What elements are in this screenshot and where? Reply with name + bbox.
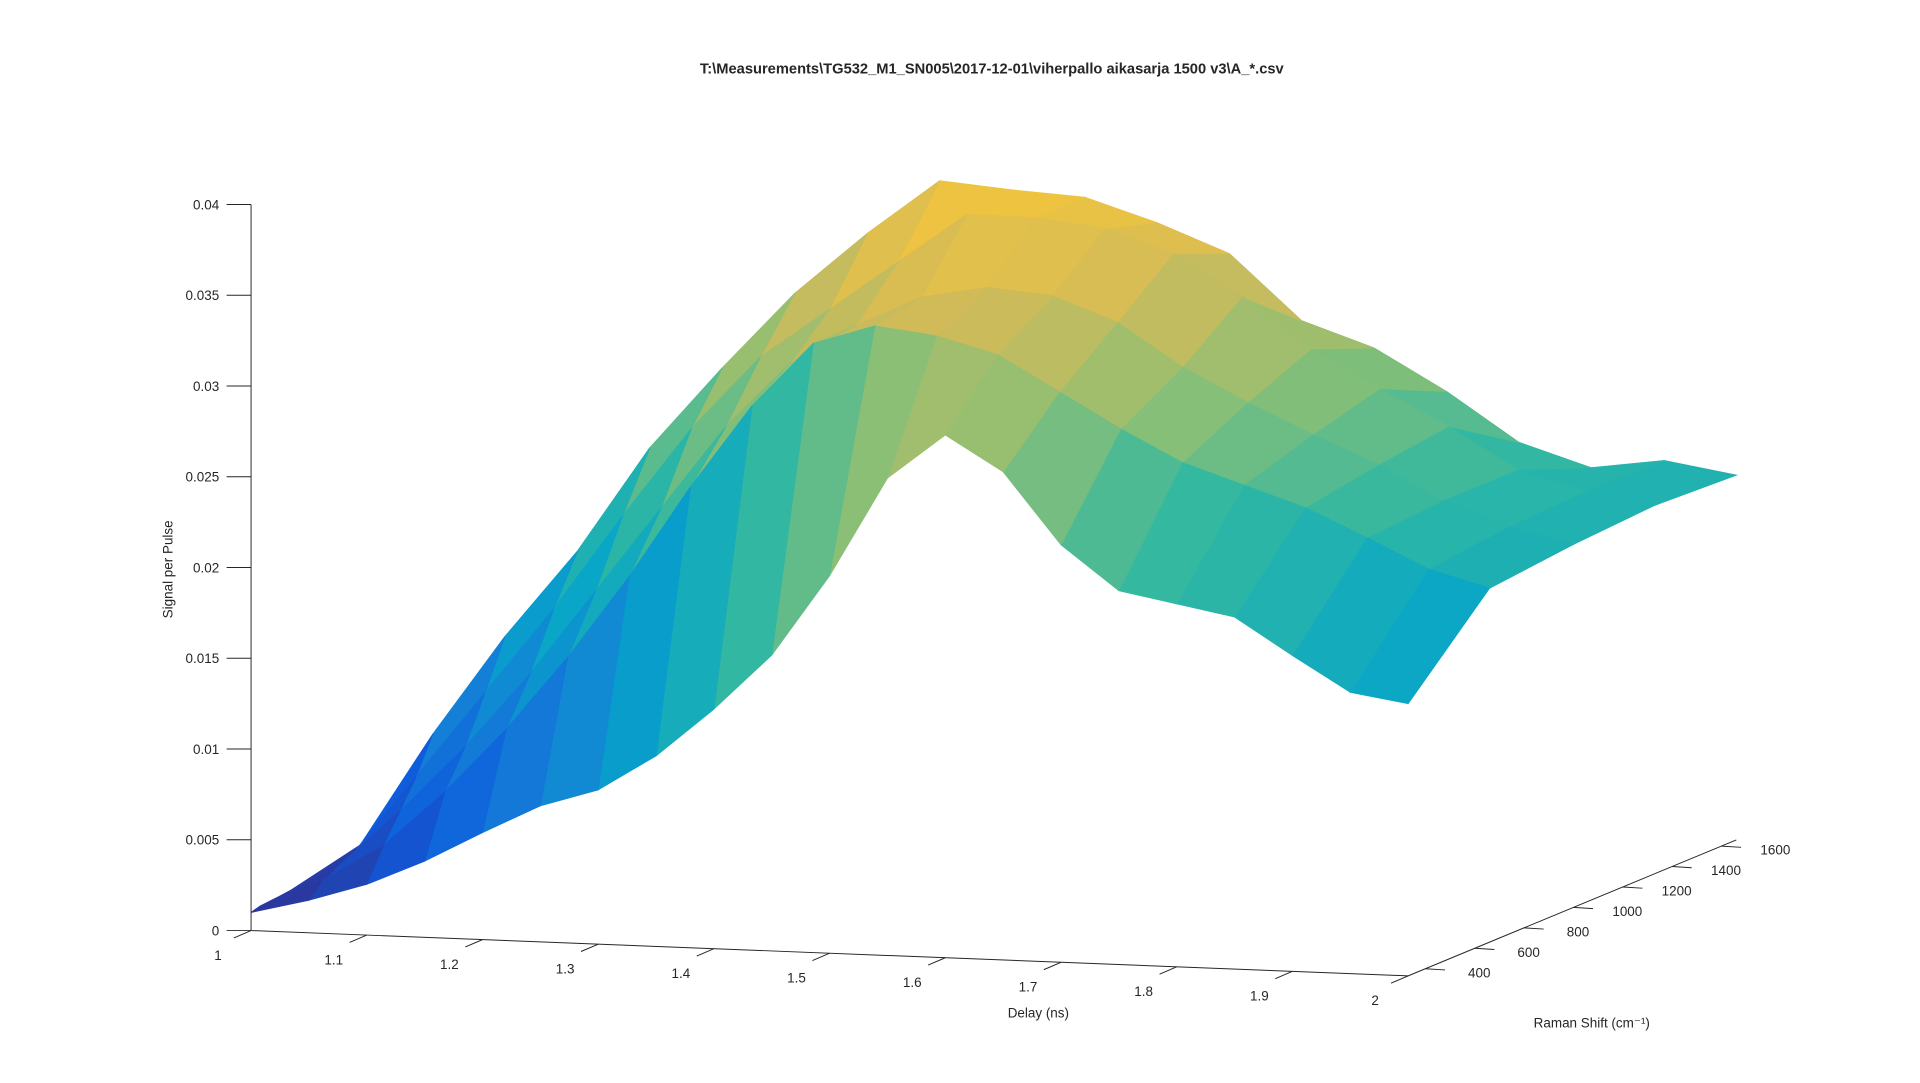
x-tick [580,943,599,952]
y-tick [1573,906,1594,910]
x-tick-label: 1.3 [556,962,575,977]
x-tick [1043,961,1062,971]
x-tick [1275,970,1293,980]
x-tick [696,948,715,957]
y-tick [1524,927,1544,930]
y-tick-label: 800 [1567,924,1589,939]
z-tick-label: 0.025 [186,470,220,485]
x-tick [927,957,946,966]
z-tick-label: 0.04 [193,197,220,212]
surface-patch [250,880,323,913]
x-tick [349,934,367,943]
y-tick-label: 1400 [1711,863,1741,878]
z-tick-label: 0.01 [193,742,219,757]
y-tick-label: 400 [1468,965,1490,980]
x-tick-label: 1.5 [787,971,806,986]
y-axis [1407,839,1737,977]
z-tick-label: 0.03 [193,379,219,394]
chart-title: T:\Measurements\TG532_M1_SN005\2017-12-0… [700,61,1285,77]
z-tick-label: 0.015 [186,651,220,666]
y-tick [1425,968,1446,971]
x-tick-label: 1.8 [1134,984,1153,999]
x-tick-label: 1.9 [1250,989,1269,1004]
axes: 0 0.005 0.01 0.015 0.02 0.025 0.03 0.035 0.04 1 1.… [186,197,1791,1008]
x-tick [465,939,483,948]
y-tick-label: 1000 [1612,904,1642,919]
x-tick-label: 1.7 [1019,980,1038,995]
x-tick-label: 2 [1371,993,1378,1008]
z-axis-label: Signal per Pulse [161,520,176,618]
y-tick-label: 600 [1517,945,1539,960]
y-tick [1622,886,1643,889]
x-tick-label: 1.6 [903,975,922,990]
y-tick [1672,866,1692,869]
x-tick-label: 1.1 [324,952,343,967]
y-axis-label: Raman Shift (cm⁻¹) [1534,1015,1650,1030]
y-tick [1474,947,1495,950]
y-tick-label: 1600 [1760,843,1790,858]
z-tick-label: 0.02 [193,560,219,575]
y-tick [1721,845,1742,848]
z-tick-label: 0 [212,923,219,938]
x-tick [233,930,252,939]
z-tick-label: 0.005 [186,833,220,848]
x-tick-label: 1 [214,948,221,963]
x-tick-label: 1.4 [671,966,690,981]
x-tick [812,952,830,962]
x-axis-label: Delay (ns) [1008,1005,1069,1020]
x-tick-label: 1.2 [440,957,459,972]
surface [250,180,1739,913]
x-tick [1390,975,1409,984]
z-tick-label: 0.035 [186,288,220,303]
y-tick-label: 1200 [1662,884,1692,899]
x-tick [1159,966,1177,975]
